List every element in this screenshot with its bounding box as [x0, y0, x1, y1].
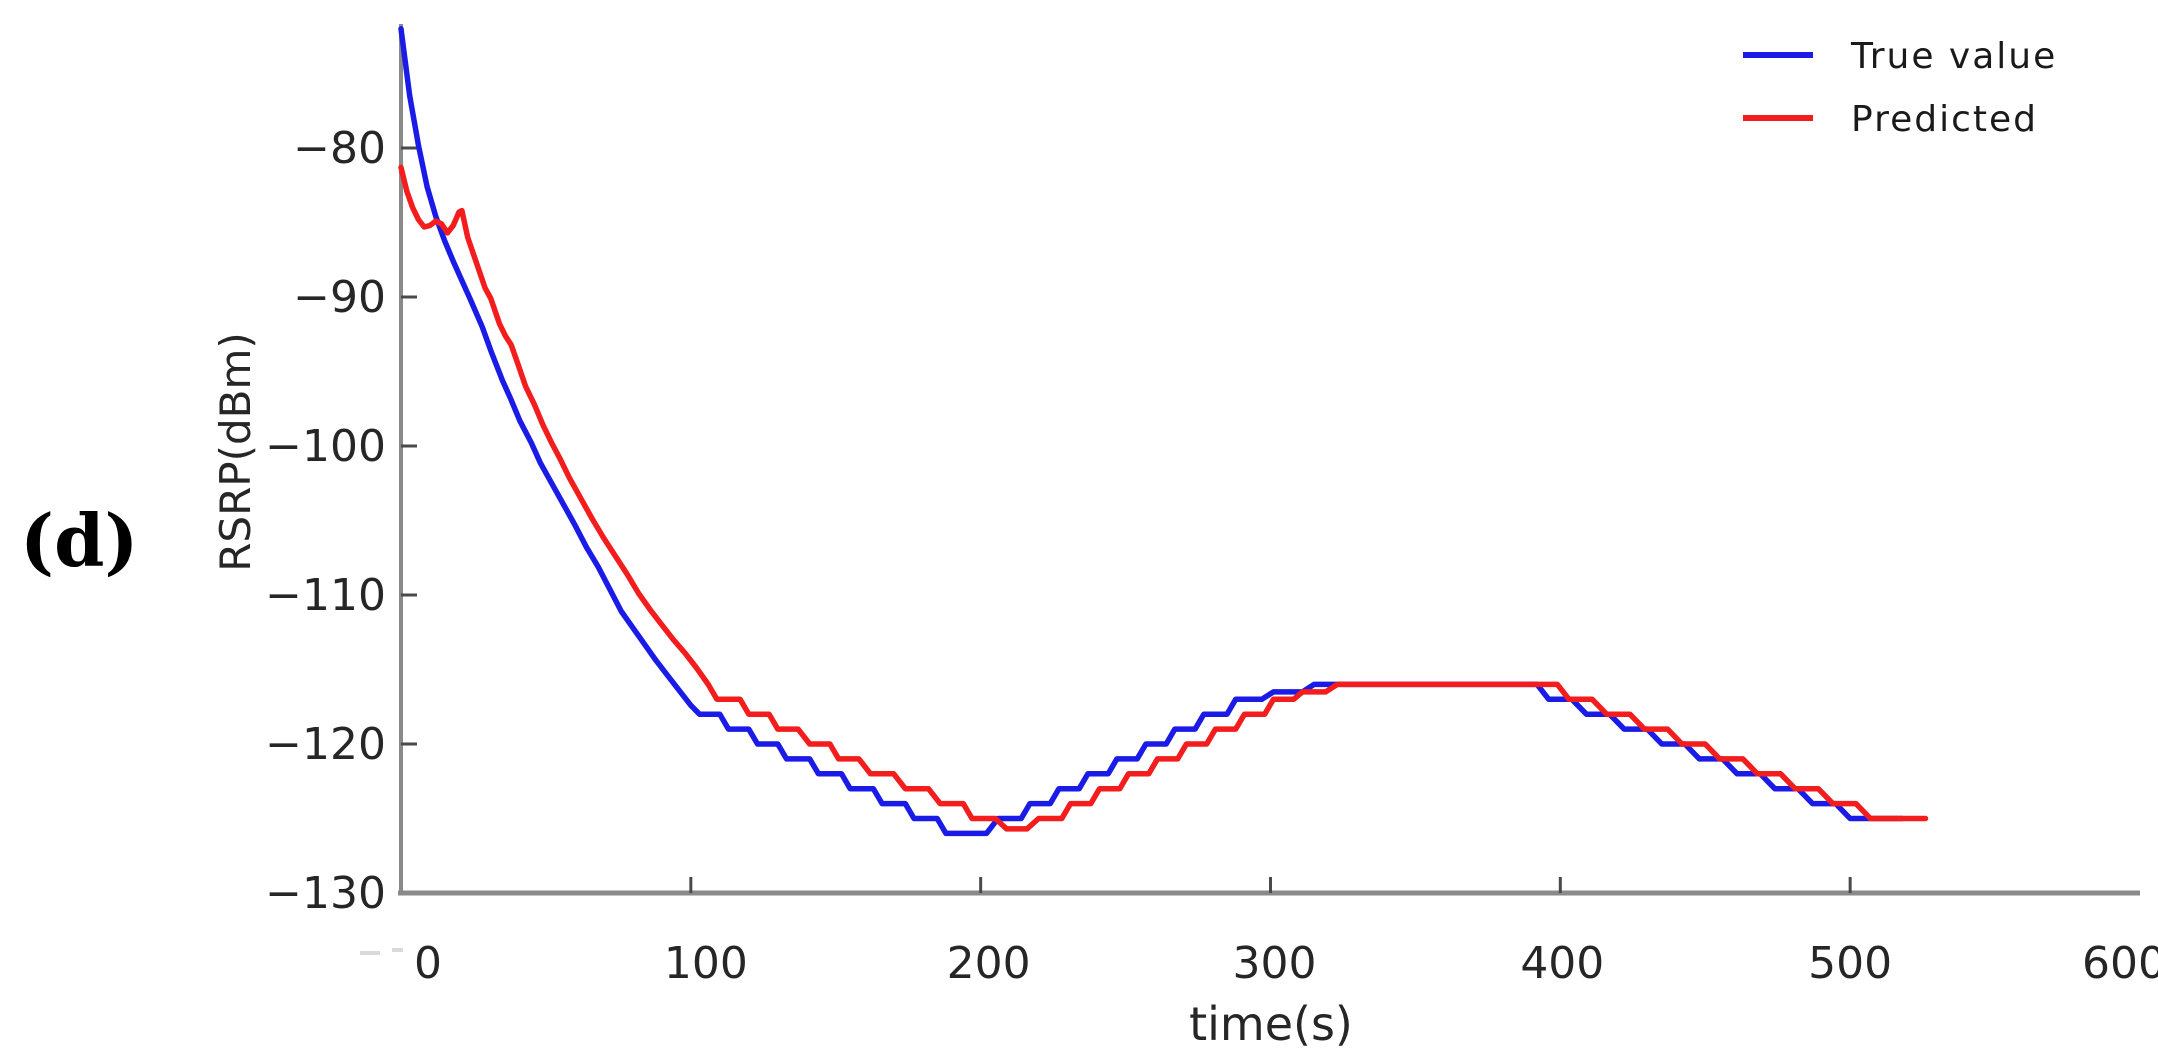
- x-tick-label: 100: [664, 938, 748, 989]
- y-tick-label: −90: [293, 272, 386, 323]
- y-tick-label: −80: [293, 123, 386, 174]
- y-tick-label: −100: [265, 421, 386, 472]
- y-tick-label: −120: [265, 719, 386, 770]
- y-tick-label: −130: [265, 868, 386, 919]
- legend-label-predicted: Predicted: [1851, 99, 2038, 140]
- legend-label-true-value: True value: [1850, 36, 2057, 77]
- legend: True value Predicted: [1743, 36, 2057, 140]
- x-tick-label: 200: [947, 938, 1031, 989]
- x-tick-label: 400: [1520, 938, 1604, 989]
- x-tick-label: 600: [2082, 938, 2158, 989]
- axis-ticks: 0 100 200 300 400 500 600 −80 −90 −100 −110 −120 −13…: [265, 123, 2158, 989]
- x-tick-label: 500: [1808, 938, 1892, 989]
- series-line-predicted: [398, 164, 1929, 832]
- series-line-true-value: [398, 26, 1906, 837]
- y-tick-label: −110: [265, 570, 386, 621]
- x-tick-label: 0: [414, 938, 442, 989]
- y-axis-title: RSRP(dBm): [211, 332, 260, 572]
- scan-artifact-dashes: [360, 948, 403, 955]
- x-axis-title: time(s): [1189, 997, 1353, 1051]
- chart-series: [398, 26, 1929, 837]
- figure-label: (d): [20, 498, 139, 583]
- x-tick-label: 300: [1232, 938, 1316, 989]
